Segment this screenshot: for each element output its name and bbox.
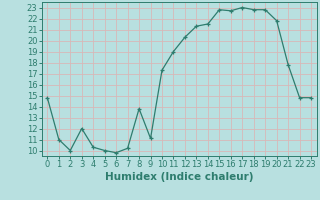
- X-axis label: Humidex (Indice chaleur): Humidex (Indice chaleur): [105, 172, 253, 182]
